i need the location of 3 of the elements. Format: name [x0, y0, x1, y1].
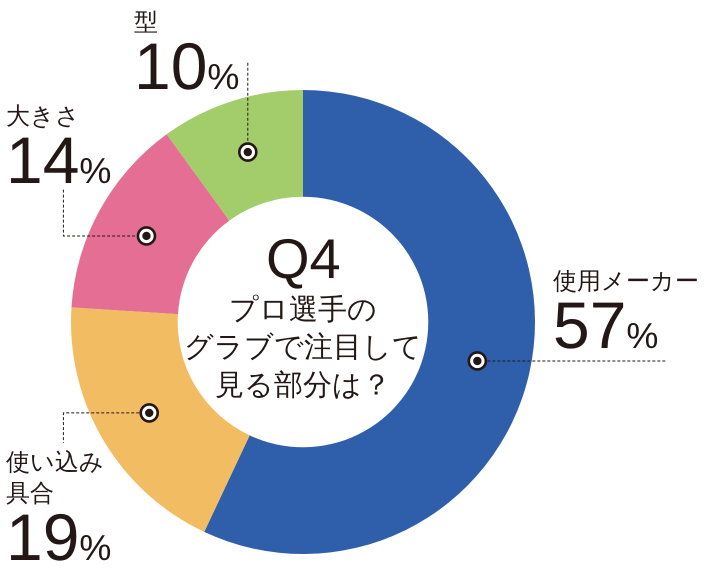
text: Q4	[266, 227, 341, 290]
text: プロ選手のグラブで注目して見る部分は？	[184, 294, 422, 402]
donut-slice	[166, 90, 303, 221]
